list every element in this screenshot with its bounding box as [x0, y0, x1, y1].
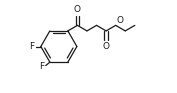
Text: F: F — [39, 62, 45, 71]
Text: F: F — [29, 42, 34, 51]
Text: O: O — [74, 5, 81, 14]
Text: O: O — [116, 16, 123, 25]
Text: O: O — [103, 42, 110, 51]
